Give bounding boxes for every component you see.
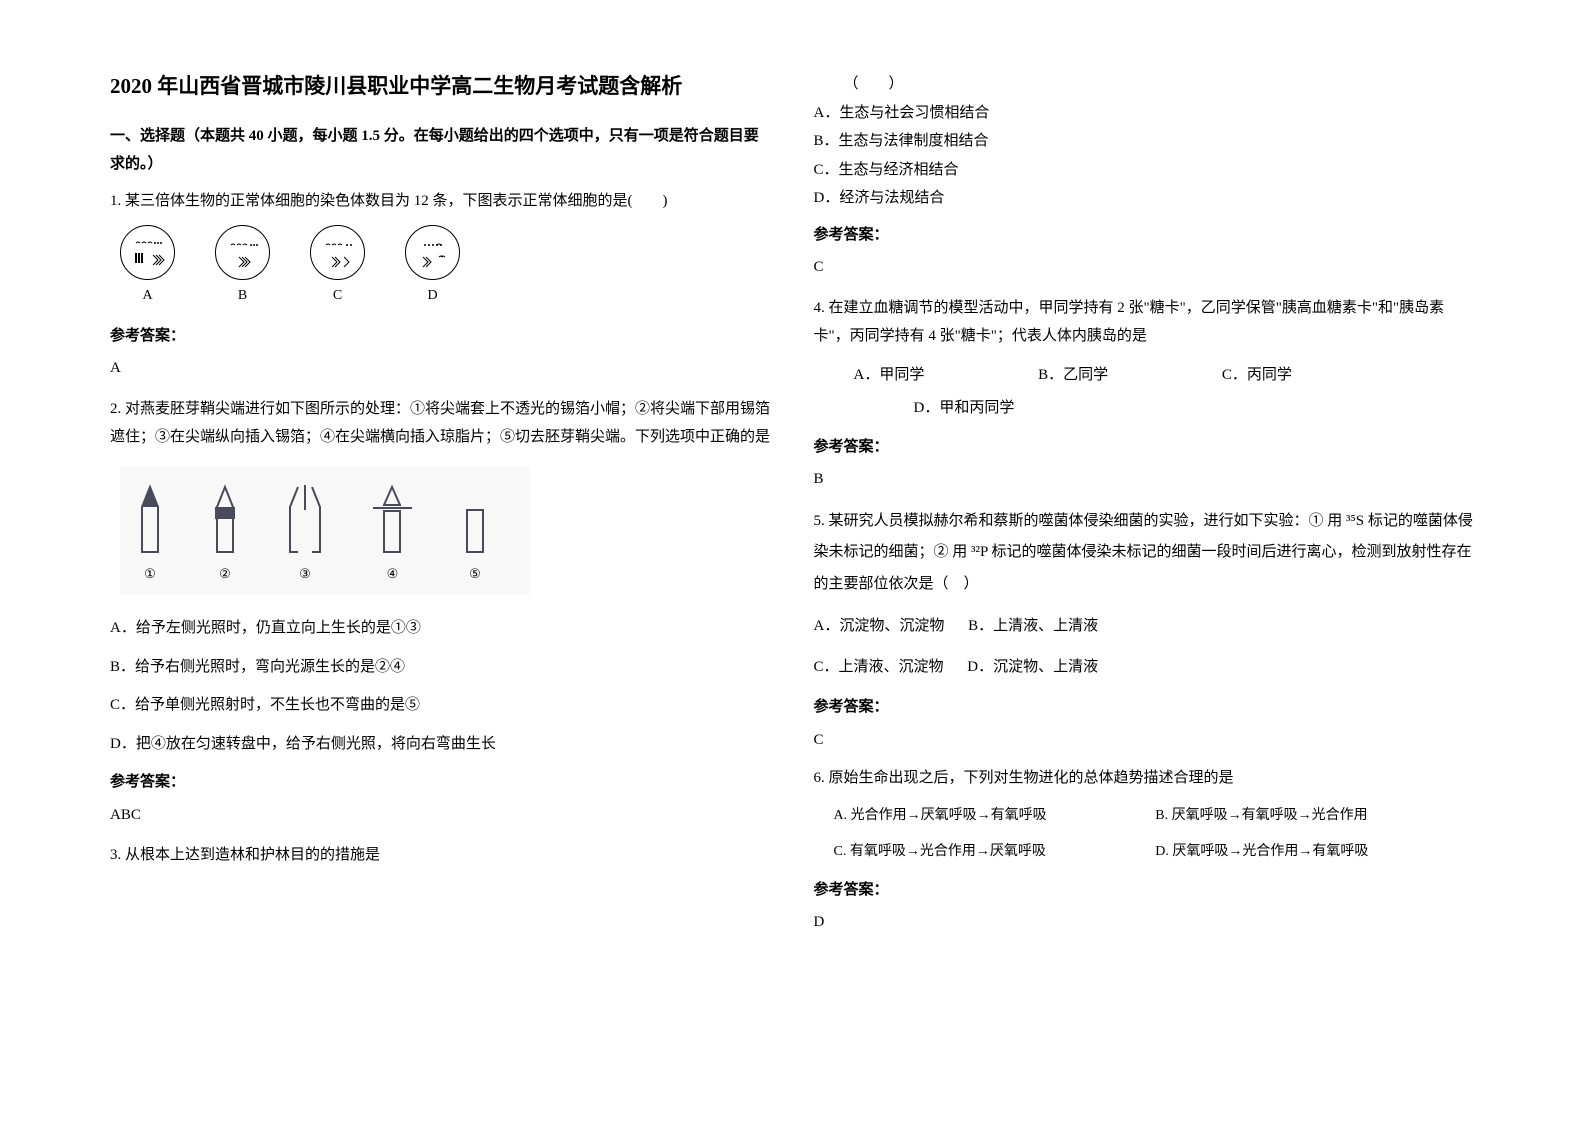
q1-text: 1. 某三倍体生物的正常体细胞的染色体数目为 12 条，下图表示正常体细胞的是(… xyxy=(110,187,774,216)
q5-opts-row2: C．上清液、沉淀物 D．沉淀物、上清液 xyxy=(814,653,1478,682)
shoot-3: ③ xyxy=(280,482,330,587)
q4-opt-c: C．丙同学 xyxy=(1222,367,1292,383)
question-4: 4. 在建立血糖调节的模型活动中，甲同学持有 2 张"糖卡"，乙同学保管"胰高血… xyxy=(814,294,1478,494)
q5-answer: C xyxy=(814,726,1478,755)
q2-opt-b: B．给予右侧光照时，弯向光源生长的是②④ xyxy=(110,653,774,682)
q2-opt-d: D．把④放在匀速转盘中，给予右侧光照，将向右弯曲生长 xyxy=(110,730,774,759)
q5-opt-b: B．上清液、上清液 xyxy=(968,618,1098,634)
question-3-start: 3. 从根本上达到造林和护林目的的措施是 xyxy=(110,841,774,870)
shoot-2: ② xyxy=(205,482,245,587)
right-column: （ ） A．生态与社会习惯相结合 B．生态与法律制度相结合 C．生态与经济相结合… xyxy=(794,70,1498,1072)
q6-opt-d: D. 厌氧呼吸→光合作用→有氧呼吸 xyxy=(1155,839,1477,866)
q3-opt-c: C．生态与经济相结合 xyxy=(814,156,1478,185)
question-5: 5. 某研究人员模拟赫尔希和蔡斯的噬菌体侵染细菌的实验，进行如下实验：① 用 ³… xyxy=(814,506,1478,755)
q4-text: 4. 在建立血糖调节的模型活动中，甲同学持有 2 张"糖卡"，乙同学保管"胰高血… xyxy=(814,294,1478,351)
cell-label-b: B xyxy=(238,283,247,310)
cell-diagram-b: B xyxy=(215,225,270,310)
left-column: 2020 年山西省晋城市陵川县职业中学高二生物月考试题含解析 一、选择题（本题共… xyxy=(90,70,794,1072)
shoot-label-2: ② xyxy=(219,562,231,587)
cell-label-a: A xyxy=(142,283,152,310)
cell-label-c: C xyxy=(333,283,342,310)
question-3-cont: （ ） A．生态与社会习惯相结合 B．生态与法律制度相结合 C．生态与经济相结合… xyxy=(814,70,1478,282)
q5-text: 5. 某研究人员模拟赫尔希和蔡斯的噬菌体侵染细菌的实验，进行如下实验：① 用 ³… xyxy=(814,506,1478,601)
q1-answer: A xyxy=(110,354,774,383)
shoot-1: ① xyxy=(130,482,170,587)
q2-answer-label: 参考答案： xyxy=(110,768,774,797)
cell-diagram-a: A xyxy=(120,225,175,310)
q2-opt-a: A．给予左侧光照时，仍直立向上生长的是①③ xyxy=(110,614,774,643)
q3-opt-d: D．经济与法规结合 xyxy=(814,184,1478,213)
q3-answer: C xyxy=(814,253,1478,282)
q5-opt-c: C．上清液、沉淀物 xyxy=(814,653,944,682)
question-2: 2. 对燕麦胚芽鞘尖端进行如下图所示的处理：①将尖端套上不透光的锡箔小帽；②将尖… xyxy=(110,395,774,830)
q4-opt-a: A．甲同学 xyxy=(854,359,925,392)
q3-answer-label: 参考答案： xyxy=(814,221,1478,250)
shoot-label-3: ③ xyxy=(299,562,311,587)
q2-answer: ABC xyxy=(110,801,774,830)
q4-answer: B xyxy=(814,465,1478,494)
shoot-4: ④ xyxy=(365,482,420,587)
q3-opt-a: A．生态与社会习惯相结合 xyxy=(814,99,1478,128)
q6-answer-label: 参考答案： xyxy=(814,876,1478,905)
shoot-label-4: ④ xyxy=(387,562,399,587)
q6-answer: D xyxy=(814,908,1478,937)
q4-opt-b: B．乙同学 xyxy=(1038,359,1108,392)
q4-opt-d: D．甲和丙同学 xyxy=(914,392,1015,425)
q5-answer-label: 参考答案： xyxy=(814,693,1478,722)
q3-text: 3. 从根本上达到造林和护林目的的措施是 xyxy=(110,841,774,870)
q6-opt-b: B. 厌氧呼吸→有氧呼吸→光合作用 xyxy=(1155,803,1477,830)
cell-label-d: D xyxy=(427,283,437,310)
cell-diagram-c: C xyxy=(310,225,365,310)
q2-opt-c: C．给予单侧光照射时，不生长也不弯曲的是⑤ xyxy=(110,691,774,720)
shoot-label-1: ① xyxy=(144,562,156,587)
q3-opt-b: B．生态与法律制度相结合 xyxy=(814,127,1478,156)
shoot-5: ⑤ xyxy=(455,482,495,587)
q4-answer-label: 参考答案： xyxy=(814,433,1478,462)
q6-text: 6. 原始生命出现之后，下列对生物进化的总体趋势描述合理的是 xyxy=(814,764,1478,793)
cell-b xyxy=(215,225,270,280)
q2-diagram-row: ① ② ③ xyxy=(120,467,530,595)
q5-opts-row1: A．沉淀物、沉淀物 B．上清液、上清液 xyxy=(814,612,1478,641)
q6-row-1: A. 光合作用→厌氧呼吸→有氧呼吸 B. 厌氧呼吸→有氧呼吸→光合作用 xyxy=(814,803,1478,830)
document-title: 2020 年山西省晋城市陵川县职业中学高二生物月考试题含解析 xyxy=(110,70,774,104)
q6-opt-a: A. 光合作用→厌氧呼吸→有氧呼吸 xyxy=(834,803,1156,830)
cell-diagram-d: D xyxy=(405,225,460,310)
cell-c xyxy=(310,225,365,280)
q5-opt-d: D．沉淀物、上清液 xyxy=(967,659,1098,675)
question-1: 1. 某三倍体生物的正常体细胞的染色体数目为 12 条，下图表示正常体细胞的是(… xyxy=(110,187,774,383)
section-1-header: 一、选择题（本题共 40 小题，每小题 1.5 分。在每小题给出的四个选项中，只… xyxy=(110,122,774,179)
q1-diagram-row: A B xyxy=(120,225,774,310)
shoot-label-5: ⑤ xyxy=(469,562,481,587)
q2-text: 2. 对燕麦胚芽鞘尖端进行如下图所示的处理：①将尖端套上不透光的锡箔小帽；②将尖… xyxy=(110,395,774,452)
q1-answer-label: 参考答案： xyxy=(110,322,774,351)
q6-opt-c: C. 有氧呼吸→光合作用→厌氧呼吸 xyxy=(834,839,1156,866)
cell-a xyxy=(120,225,175,280)
q3-paren: （ ） xyxy=(844,70,1478,99)
question-6: 6. 原始生命出现之后，下列对生物进化的总体趋势描述合理的是 A. 光合作用→厌… xyxy=(814,764,1478,937)
q6-row-2: C. 有氧呼吸→光合作用→厌氧呼吸 D. 厌氧呼吸→光合作用→有氧呼吸 xyxy=(814,839,1478,866)
q5-opt-a: A．沉淀物、沉淀物 xyxy=(814,612,945,641)
q4-options: A．甲同学 B．乙同学 C．丙同学 D．甲和丙同学 xyxy=(814,359,1478,425)
cell-d xyxy=(405,225,460,280)
q6-options: A. 光合作用→厌氧呼吸→有氧呼吸 B. 厌氧呼吸→有氧呼吸→光合作用 C. 有… xyxy=(814,803,1478,866)
